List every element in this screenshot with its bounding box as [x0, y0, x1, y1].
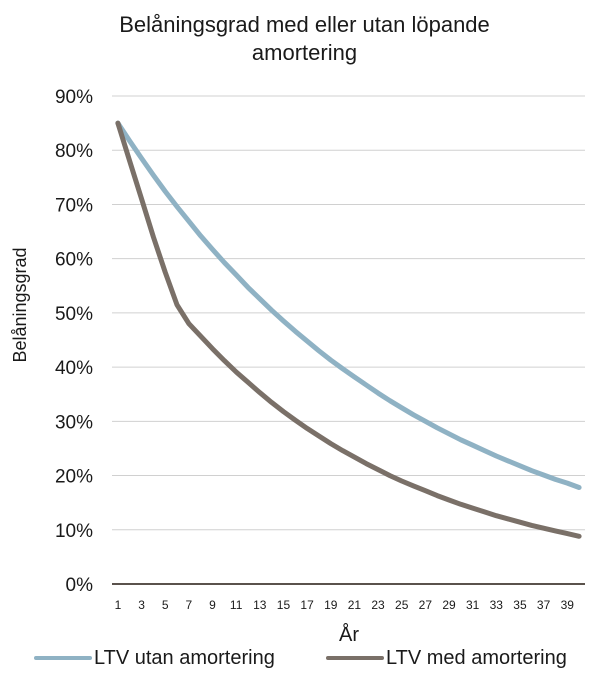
y-axis-label: Belåningsgrad: [10, 247, 30, 362]
legend-label-utan: LTV utan amortering: [94, 647, 275, 669]
legend-swatch-med: [326, 656, 384, 660]
x-tick-label: 29: [442, 598, 456, 612]
x-tick-label: 1: [115, 598, 122, 612]
x-tick-label: 13: [253, 598, 267, 612]
x-tick-label: 19: [324, 598, 338, 612]
x-tick-label: 17: [300, 598, 314, 612]
y-tick-label: 50%: [55, 304, 93, 325]
x-tick-label: 27: [419, 598, 433, 612]
x-tick-label: 23: [371, 598, 385, 612]
x-tick-label: 7: [186, 598, 193, 612]
y-axis-ticks: 0% 10% 20% 30% 40% 50% 60% 70% 80% 90%: [55, 87, 93, 596]
y-tick-label: 30%: [55, 412, 93, 433]
legend-swatch-utan: [34, 656, 92, 660]
series-line-utan-amortering: [115, 120, 582, 490]
x-tick-label: 9: [209, 598, 216, 612]
x-axis-label: År: [339, 623, 359, 645]
y-tick-label: 90%: [55, 87, 93, 108]
x-tick-label: 33: [490, 598, 504, 612]
x-tick-label: 25: [395, 598, 409, 612]
legend-item-med: LTV med amortering: [326, 646, 567, 670]
line-chart: 0%10%20%30%40%50%60%70%80%90% 1 3 5 7 9 11 13 1…: [10, 87, 585, 645]
gridlines: [112, 95, 585, 585]
y-tick-label: 0%: [66, 575, 94, 596]
x-tick-label: 31: [466, 598, 480, 612]
y-tick-label: 20%: [55, 467, 93, 488]
y-tick-label: 10%: [55, 521, 93, 542]
x-tick-label: 15: [277, 598, 291, 612]
chart-title-line1: Belåningsgrad med eller utan löpande: [119, 12, 490, 37]
y-tick-label: 60%: [55, 250, 93, 271]
legend-item-utan: LTV utan amortering: [34, 646, 275, 670]
series-lines: [115, 120, 582, 539]
x-tick-label: 21: [348, 598, 362, 612]
chart-title-line2: amortering: [251, 40, 358, 65]
y-tick-label: 40%: [55, 358, 93, 379]
y-tick-label: 80%: [55, 141, 93, 162]
x-axis-ticks: 1 3 5 7 9 11 13 15 17 19 21 23 25 27 29 31 33 35 37 39: [115, 598, 575, 612]
series-line-med-amortering: [115, 120, 582, 539]
x-tick-label: 3: [138, 598, 145, 612]
x-tick-label: 11: [230, 598, 243, 612]
x-tick-label: 5: [162, 598, 169, 612]
x-tick-label: 39: [561, 598, 575, 612]
chart-legend: LTV utan amortering LTV med amortering: [0, 646, 609, 672]
x-tick-label: 35: [513, 598, 527, 612]
y-tick-label: 70%: [55, 195, 93, 216]
legend-label-med: LTV med amortering: [386, 647, 567, 669]
x-tick-label: 37: [537, 598, 551, 612]
